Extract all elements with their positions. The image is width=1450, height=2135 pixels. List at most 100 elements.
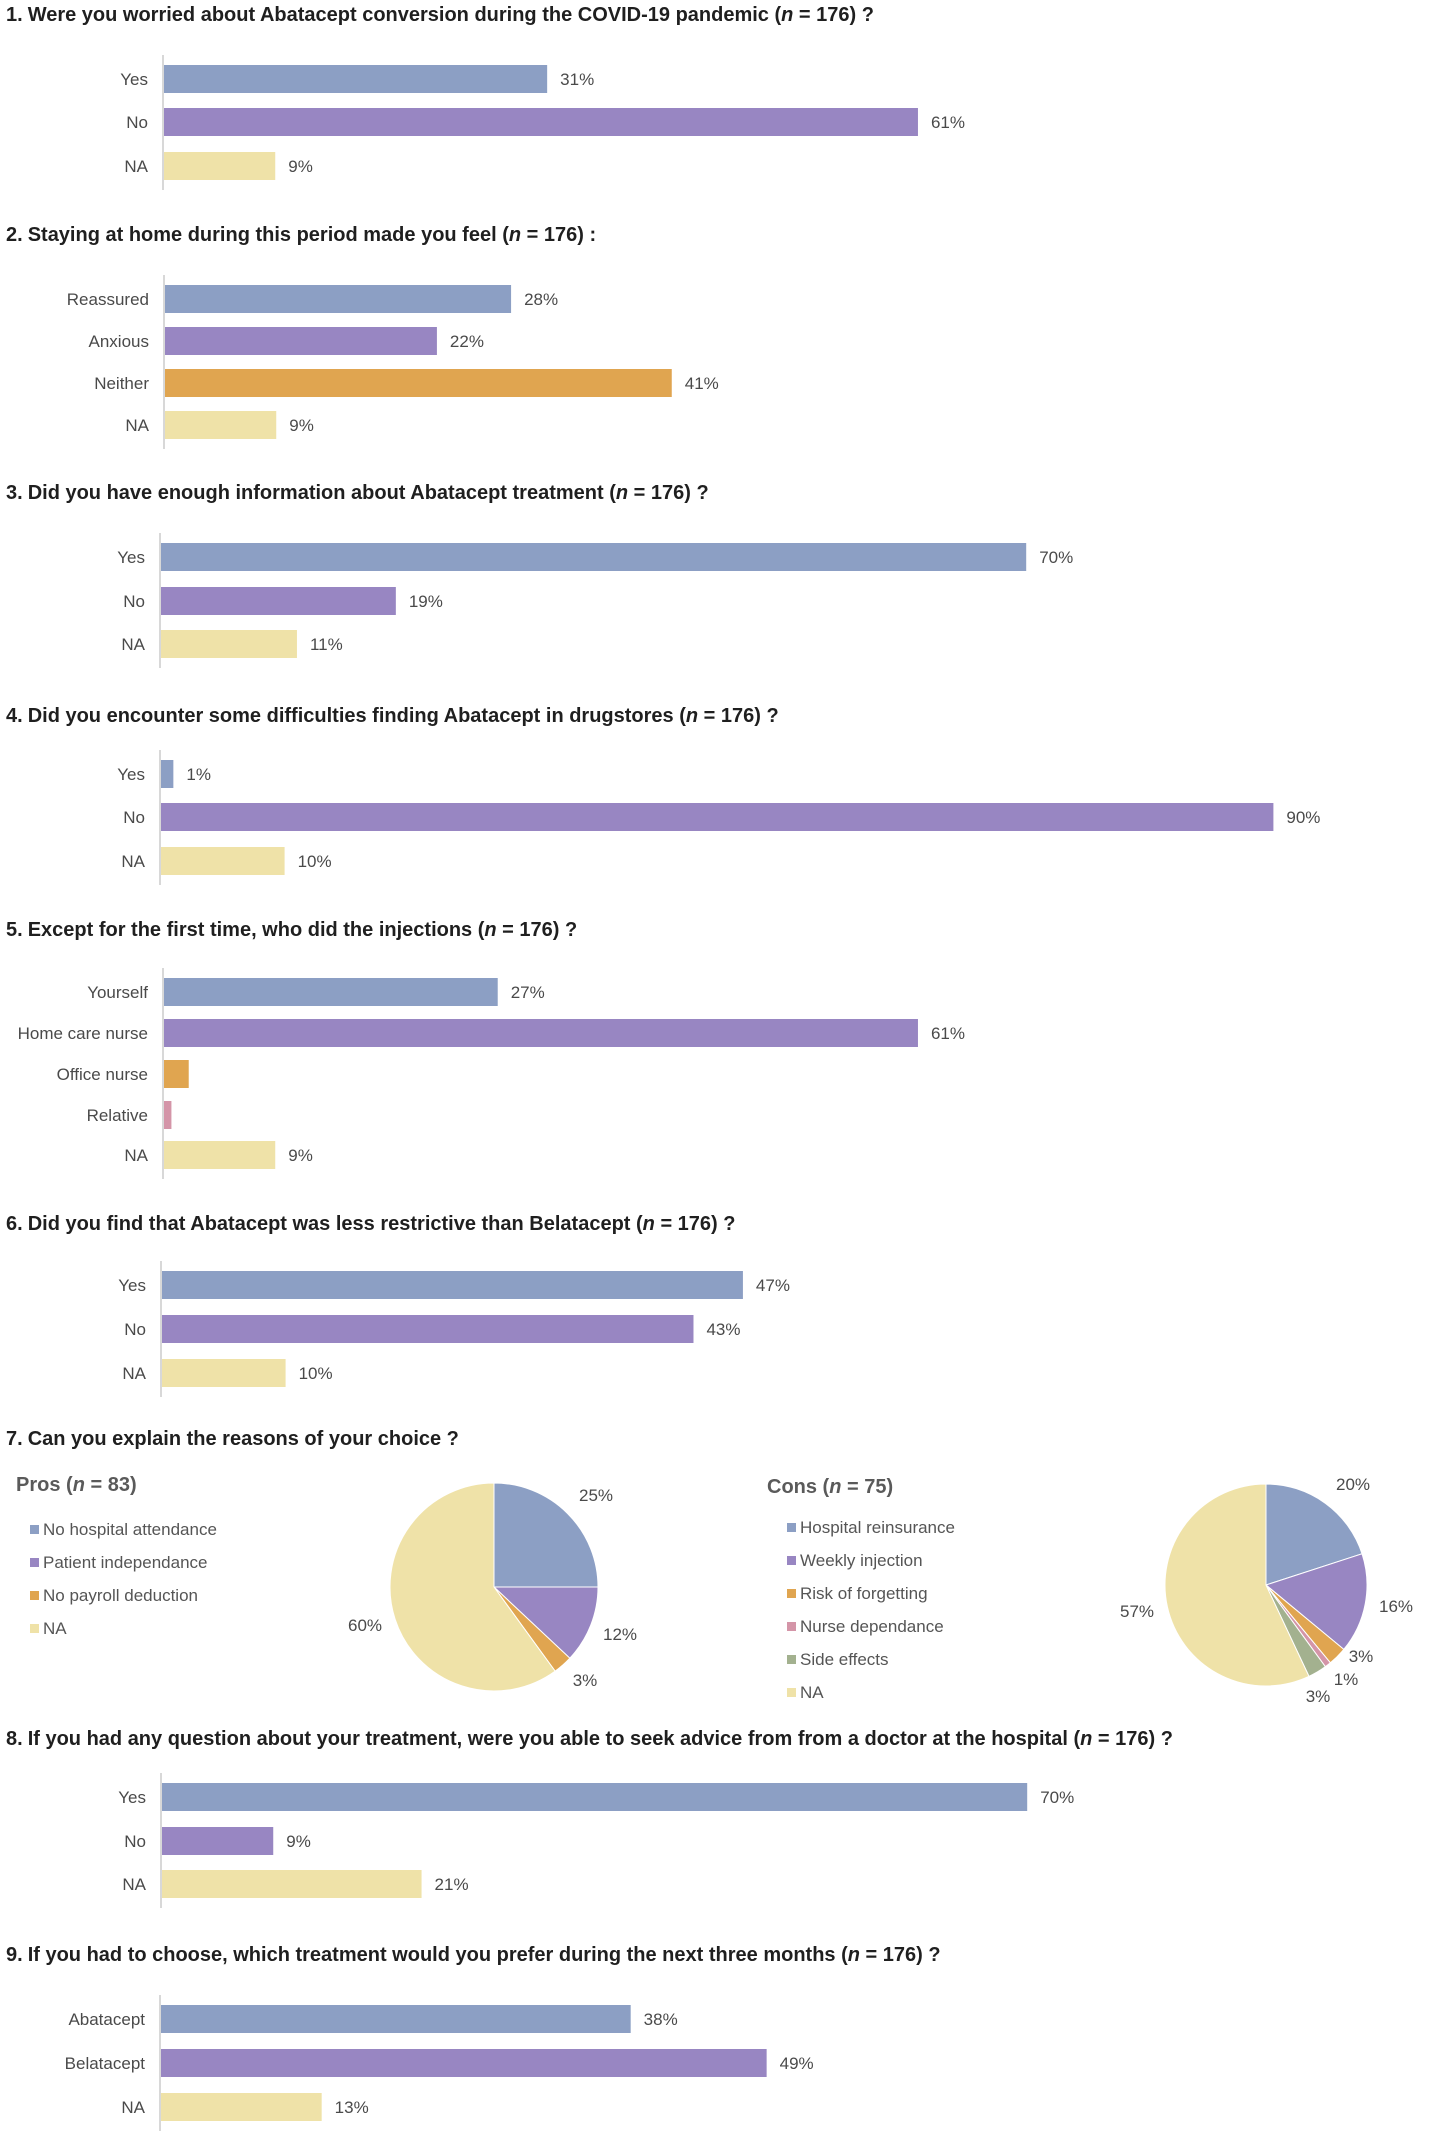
data-label: 61% <box>931 1024 965 1043</box>
slice-label: 25% <box>579 1486 613 1505</box>
bar-yes <box>164 65 548 93</box>
question-number: 1. <box>6 4 23 26</box>
question-1-bar-chart: Yes 31% No 61% NA 9% <box>120 55 965 190</box>
question-2-title: 2. Staying at home during this period mad… <box>6 224 596 246</box>
question-9-bar-chart: Abatacept 38% Belatacept 49% NA 13% <box>65 1995 814 2131</box>
question-3-bar-chart: Yes 70% No 19% NA 11% <box>117 533 1073 668</box>
legend-swatch <box>30 1591 39 1600</box>
cons-heading: Cons (n = 75) <box>767 1476 893 1498</box>
pie-slice-na <box>389 1482 556 1692</box>
data-label: 10% <box>298 852 332 871</box>
legend-swatch <box>787 1655 796 1664</box>
data-label: 43% <box>706 1320 740 1339</box>
legend-swatch <box>787 1622 796 1631</box>
slice-label: 3% <box>1306 1687 1331 1706</box>
question-text: Were you worried about Abatacept convers… <box>28 4 782 26</box>
n-symbol: n <box>509 224 521 246</box>
question-8-title: 8. If you had any question about your tre… <box>6 1728 1173 1750</box>
category-label: Home care nurse <box>18 1024 148 1043</box>
slice-label: 1% <box>1334 1670 1359 1689</box>
legend-swatch <box>787 1688 796 1697</box>
question-9-title: 9. If you had to choose, which treatment … <box>6 1944 941 1966</box>
question-text: If you had to choose, which treatment wo… <box>28 1944 848 1966</box>
cons-pie-group: Cons (n = 75) Hospital reinsurance Weekly … <box>767 1475 1413 1706</box>
data-label: 31% <box>560 70 594 89</box>
category-label: No <box>124 1832 146 1851</box>
data-label: 49% <box>780 2054 814 2073</box>
question-number: 6. <box>6 1213 23 1235</box>
category-label: Office nurse <box>57 1065 148 1084</box>
legend-entry: No payroll deduction <box>43 1586 198 1605</box>
legend-entry: Hospital reinsurance <box>800 1518 955 1537</box>
question-6-bar-chart: Yes 47% No 43% NA 10% <box>118 1261 790 1397</box>
n-symbol: n <box>686 705 698 727</box>
heading-text: Cons ( <box>767 1476 830 1498</box>
slice-label: 20% <box>1336 1475 1370 1494</box>
question-text: If you had any question about your treat… <box>28 1728 1081 1750</box>
n-symbol: n <box>781 4 793 26</box>
data-label: 28% <box>524 290 558 309</box>
legend-entry: Weekly injection <box>800 1551 923 1570</box>
data-label: 21% <box>435 1875 469 1894</box>
category-label: NA <box>124 157 148 176</box>
category-label: Yes <box>117 548 145 567</box>
question-text: = 176) ? <box>1092 1728 1173 1750</box>
bar-no <box>164 108 918 136</box>
legend-entry: Risk of forgetting <box>800 1584 928 1603</box>
bar-no <box>162 1315 694 1343</box>
pie-slice-weekly-injection <box>1264 1553 1368 1651</box>
data-label: 11% <box>310 635 343 654</box>
bar-na <box>164 152 276 180</box>
heading-text: = 75) <box>841 1476 893 1498</box>
legend-swatch <box>30 1525 39 1534</box>
data-label: 19% <box>409 592 443 611</box>
slice-label: 3% <box>1349 1647 1374 1666</box>
bar-na <box>162 1870 422 1898</box>
category-label: NA <box>121 635 145 654</box>
data-label: 70% <box>1040 1788 1074 1807</box>
question-6-title: 6. Did you find that Abatacept was less r… <box>6 1213 736 1235</box>
category-label: NA <box>122 1875 146 1894</box>
category-label: No <box>126 113 148 132</box>
pros-pie-group: Pros (n = 83) No hospital attendance Patie… <box>16 1474 637 1692</box>
n-symbol: n <box>616 482 628 504</box>
bar-yes <box>161 543 1027 571</box>
n-symbol: n <box>73 1474 85 1496</box>
bar-yes <box>162 1271 743 1299</box>
legend-entry: Nurse dependance <box>800 1617 944 1636</box>
question-3-title: 3. Did you have enough information about … <box>6 482 709 504</box>
data-label: 9% <box>288 157 313 176</box>
bar-na <box>162 1359 286 1387</box>
question-text: Can you explain the reasons of your choi… <box>28 1428 459 1450</box>
category-label: Anxious <box>89 332 149 351</box>
data-label: 10% <box>299 1364 333 1383</box>
category-label: NA <box>121 852 145 871</box>
bar-yes <box>161 760 174 788</box>
bar-na <box>165 411 277 439</box>
n-symbol: n <box>484 919 496 941</box>
category-label: Belatacept <box>65 2054 146 2073</box>
category-label: NA <box>125 416 149 435</box>
bar-yes <box>162 1783 1028 1811</box>
bar-office-nurse <box>164 1060 189 1088</box>
bar-yourself <box>164 978 498 1006</box>
data-label: 47% <box>756 1276 790 1295</box>
bar-reassured <box>165 285 512 313</box>
data-label: 70% <box>1039 548 1073 567</box>
n-symbol: n <box>829 1476 841 1498</box>
question-number: 8. <box>6 1728 23 1750</box>
question-5-bar-chart: Yourself 27% Home care nurse 61% Office nurs… <box>18 968 965 1179</box>
question-number: 9. <box>6 1944 23 1966</box>
data-label: 22% <box>450 332 484 351</box>
question-text: = 176) : <box>521 224 596 246</box>
data-label: 9% <box>286 1832 311 1851</box>
category-label: No <box>123 592 145 611</box>
question-8-bar-chart: Yes 70% No 9% NA 21% <box>118 1773 1074 1908</box>
legend-entry: NA <box>43 1619 67 1638</box>
question-text: = 176) ? <box>698 705 779 727</box>
category-label: NA <box>124 1146 148 1165</box>
question-text: = 176) ? <box>793 4 874 26</box>
slice-label: 60% <box>348 1616 382 1635</box>
legend-swatch <box>30 1624 39 1633</box>
